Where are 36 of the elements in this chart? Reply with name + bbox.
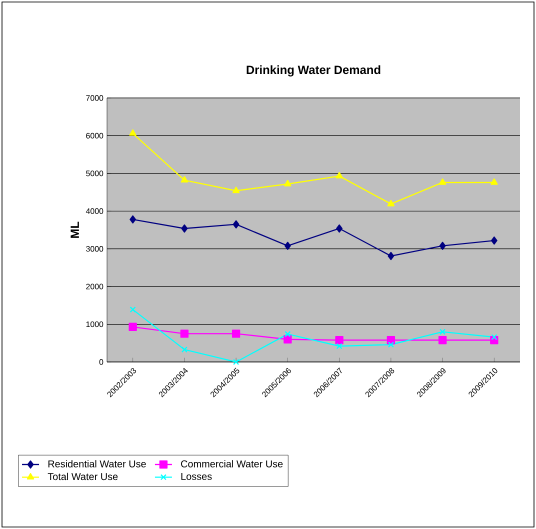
point [130,306,136,313]
point [180,330,189,338]
legend-label: Total Water Use [48,472,118,480]
point [232,358,240,366]
point [129,129,136,136]
point [438,336,447,344]
point [336,343,342,350]
point [490,178,498,185]
point [284,335,292,344]
point [439,242,446,250]
legend-label: Residential Water Use [48,460,146,468]
legend-label: Commercial Water Use [181,460,283,468]
point [130,215,136,224]
point [232,330,240,338]
point [284,180,292,186]
point [284,331,291,338]
point [128,322,137,332]
point [388,252,394,260]
point [181,346,188,353]
point [490,236,498,245]
point [232,220,240,228]
point [438,178,446,185]
point [232,186,240,194]
point [439,328,446,335]
point [336,224,343,233]
point [180,176,188,183]
y-axis-title: ML [70,222,79,238]
point [181,224,188,233]
point [335,336,344,344]
legend-label: Losses [181,472,212,480]
chart-title: Drinking Water Demand [246,65,380,76]
point [491,334,498,340]
point [284,242,291,250]
point [336,172,343,178]
point [388,342,394,348]
point [387,200,395,206]
